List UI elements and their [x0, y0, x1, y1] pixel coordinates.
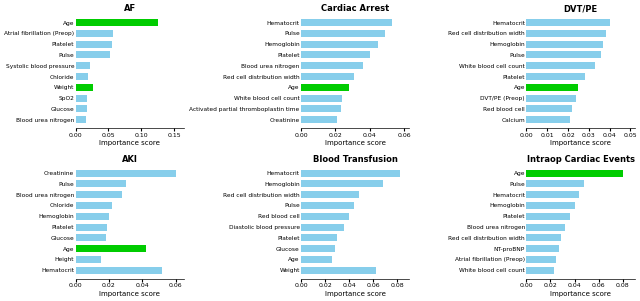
Bar [76, 202, 112, 209]
Bar [527, 191, 579, 198]
Bar [527, 170, 623, 177]
Bar [76, 224, 108, 231]
Bar [527, 19, 610, 26]
Bar [301, 213, 349, 220]
Bar [301, 245, 335, 252]
Bar [301, 95, 342, 102]
Bar [527, 267, 554, 274]
X-axis label: Importance score: Importance score [324, 291, 385, 297]
Bar [301, 224, 344, 231]
Bar [76, 170, 175, 177]
Bar [76, 245, 145, 252]
Bar [76, 41, 112, 48]
Title: Cardiac Arrest: Cardiac Arrest [321, 4, 389, 13]
Bar [301, 41, 378, 48]
Bar [527, 73, 585, 80]
Bar [527, 224, 565, 231]
Bar [76, 84, 93, 91]
Bar [301, 234, 337, 241]
Bar [301, 256, 332, 263]
Bar [527, 180, 584, 188]
Bar [301, 30, 385, 37]
Bar [527, 62, 595, 69]
Bar [301, 202, 354, 209]
Bar [76, 267, 162, 274]
Bar [527, 51, 602, 58]
Bar [76, 62, 90, 69]
Title: Intraop Cardiac Events: Intraop Cardiac Events [527, 155, 634, 164]
Bar [301, 267, 376, 274]
Bar [527, 245, 559, 252]
Bar [76, 51, 111, 58]
Bar [301, 73, 355, 80]
Bar [301, 19, 392, 26]
X-axis label: Importance score: Importance score [99, 140, 160, 146]
Bar [527, 116, 570, 123]
Bar [527, 256, 557, 263]
X-axis label: Importance score: Importance score [550, 140, 611, 146]
Bar [527, 202, 575, 209]
Bar [527, 105, 572, 112]
Bar [301, 180, 383, 188]
Bar [301, 105, 340, 112]
Bar [76, 213, 109, 220]
X-axis label: Importance score: Importance score [324, 140, 385, 146]
Bar [76, 191, 122, 198]
Bar [76, 19, 157, 26]
Bar [527, 95, 577, 102]
Title: AF: AF [124, 4, 136, 13]
Bar [527, 41, 604, 48]
Bar [76, 234, 106, 241]
Bar [301, 62, 363, 69]
Bar [527, 213, 570, 220]
Bar [76, 73, 88, 80]
Bar [301, 84, 349, 91]
Bar [527, 234, 561, 241]
Bar [301, 191, 359, 198]
Bar [301, 116, 337, 123]
Bar [76, 105, 87, 112]
Bar [301, 170, 399, 177]
X-axis label: Importance score: Importance score [99, 291, 160, 297]
Title: Blood Transfusion: Blood Transfusion [313, 155, 397, 164]
Bar [76, 30, 113, 37]
Title: DVT/PE: DVT/PE [563, 4, 598, 13]
X-axis label: Importance score: Importance score [550, 291, 611, 297]
Title: AKI: AKI [122, 155, 138, 164]
Bar [76, 116, 86, 123]
Bar [76, 256, 100, 263]
Bar [76, 180, 125, 188]
Bar [527, 30, 605, 37]
Bar [527, 84, 579, 91]
Bar [301, 51, 370, 58]
Bar [76, 95, 88, 102]
